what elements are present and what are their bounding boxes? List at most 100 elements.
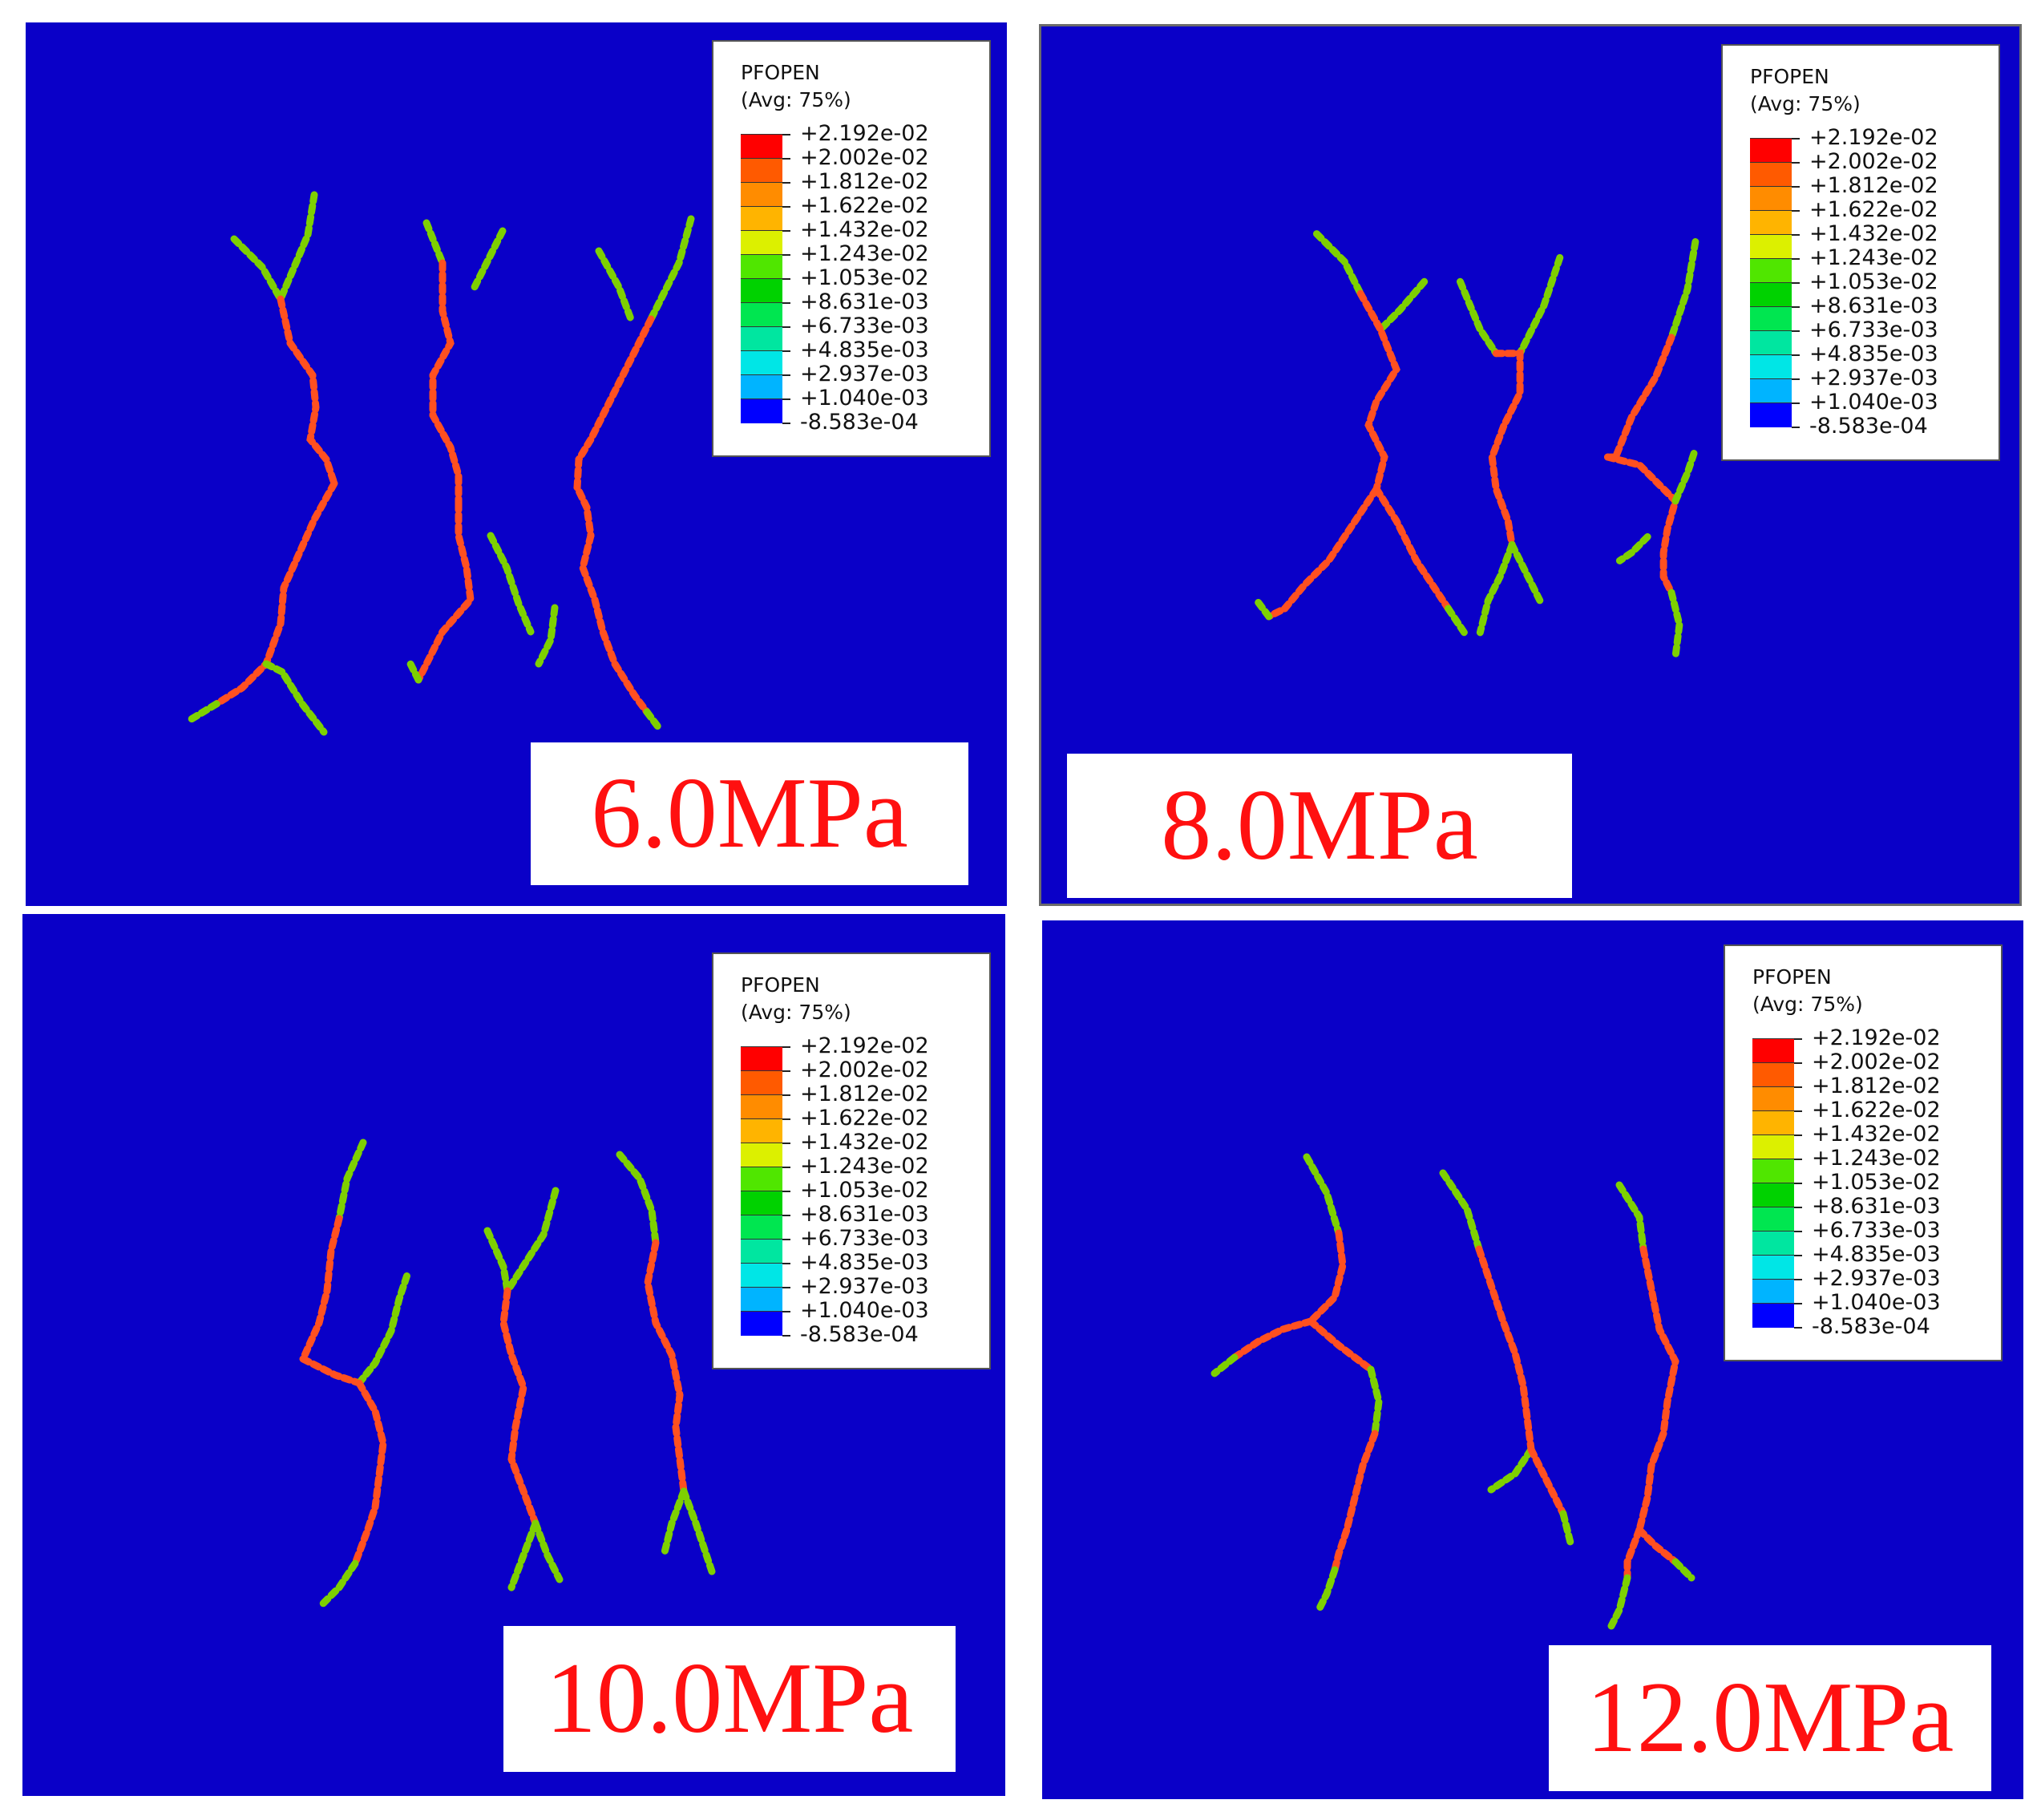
legend-tick: [782, 326, 790, 328]
legend-swatch: [741, 1239, 782, 1264]
legend-value: +6.733e-03: [1809, 317, 1938, 342]
legend-entry: +6.733e-03: [1742, 317, 1979, 355]
legend-value: +2.192e-02: [1812, 1025, 1941, 1050]
legend-value: +2.002e-02: [800, 1058, 929, 1082]
color-legend: PFOPEN (Avg: 75%) +2.192e-02 +2.002e-02 +1…: [712, 952, 991, 1369]
legend-title: PFOPEN: [741, 973, 820, 997]
legend-swatch: [1752, 1183, 1794, 1207]
legend-entry: +1.040e-03: [733, 1298, 970, 1336]
legend-value: +1.812e-02: [800, 169, 929, 194]
legend-entry: +8.631e-03: [733, 1203, 970, 1240]
legend-value: +1.243e-02: [1812, 1146, 1941, 1171]
legend-subtitle: (Avg: 75%): [1750, 92, 1861, 115]
legend-entry: +1.053e-02: [733, 265, 970, 303]
legend-entry: +4.835e-03: [733, 338, 970, 375]
legend-value: +1.432e-02: [1809, 221, 1938, 246]
legend-value: +6.733e-03: [800, 1226, 929, 1251]
legend-swatch: [1750, 186, 1792, 211]
legend-entry: +2.192e-02: [1744, 1025, 1982, 1063]
legend-value: -8.583e-04: [800, 410, 919, 435]
legend-swatch: [741, 1215, 782, 1240]
legend-tick: [1792, 138, 1800, 140]
legend-title: PFOPEN: [741, 61, 820, 84]
legend-entry: +1.040e-03: [1742, 390, 1979, 427]
legend-entry: -8.583e-04: [733, 411, 970, 435]
legend-swatch: [741, 374, 782, 399]
legend-swatch: [741, 230, 782, 255]
legend-entry: +2.937e-03: [1742, 366, 1979, 403]
legend-value: +4.835e-03: [1809, 342, 1938, 366]
legend-swatch: [1752, 1231, 1794, 1256]
legend-tick: [782, 254, 790, 256]
legend-tick: [1794, 1183, 1802, 1184]
legend-swatch: [741, 1143, 782, 1167]
legend-scale: +2.192e-02 +2.002e-02 +1.812e-02 +1.622e-02…: [733, 122, 970, 435]
legend-value: +4.835e-03: [1812, 1242, 1941, 1267]
legend-swatch: [1752, 1279, 1794, 1304]
legend-scale: +2.192e-02 +2.002e-02 +1.812e-02 +1.622e-02…: [733, 1034, 970, 1347]
legend-entry: +2.937e-03: [1744, 1267, 1982, 1304]
legend-swatch: [741, 1118, 782, 1143]
legend-value: +1.053e-02: [1812, 1170, 1941, 1195]
legend-tick: [782, 1263, 790, 1264]
legend-swatch: [741, 1167, 782, 1191]
legend-entry: +1.812e-02: [1742, 173, 1979, 211]
legend-entry: +2.002e-02: [733, 1058, 970, 1095]
legend-swatch: [1750, 234, 1792, 259]
legend-tick: [1794, 1062, 1802, 1064]
legend-tick: [782, 1118, 790, 1120]
legend-entry: +2.937e-03: [733, 362, 970, 399]
legend-entry: +6.733e-03: [1744, 1218, 1982, 1256]
legend-value: +6.733e-03: [1812, 1218, 1941, 1243]
legend-tick: [1792, 282, 1800, 284]
legend-entry: +1.812e-02: [733, 169, 970, 207]
legend-title: PFOPEN: [1752, 965, 1832, 989]
legend-value: +1.432e-02: [800, 1130, 929, 1155]
legend-value: +4.835e-03: [800, 338, 929, 362]
legend-tick: [1794, 1134, 1802, 1136]
legend-swatch: [1750, 402, 1792, 427]
legend-value: +1.243e-02: [800, 1154, 929, 1179]
legend-swatch: [741, 326, 782, 351]
legend-value: +4.835e-03: [800, 1250, 929, 1275]
legend-entry: +1.243e-02: [1742, 246, 1979, 283]
legend-swatch: [1752, 1134, 1794, 1159]
color-legend: PFOPEN (Avg: 75%) +2.192e-02 +2.002e-02 +1…: [1721, 44, 2000, 461]
legend-tick: [1794, 1303, 1802, 1304]
legend-value: +1.622e-02: [1812, 1098, 1941, 1122]
legend-entry: +1.432e-02: [1742, 221, 1979, 259]
legend-entry: +1.053e-02: [1744, 1170, 1982, 1207]
legend-tick: [1794, 1110, 1802, 1112]
legend-scale: +2.192e-02 +2.002e-02 +1.812e-02 +1.622e-02…: [1742, 126, 1979, 439]
legend-entry: +2.002e-02: [733, 146, 970, 183]
legend-swatch: [741, 302, 782, 327]
legend-value: +8.631e-03: [800, 289, 929, 314]
fracture-paths: [299, 1139, 716, 1608]
legend-tick: [782, 230, 790, 232]
legend-tick: [1792, 162, 1800, 164]
legend-swatch: [741, 134, 782, 159]
legend-tick: [782, 182, 790, 184]
legend-value: +1.053e-02: [800, 265, 929, 290]
color-legend: PFOPEN (Avg: 75%) +2.192e-02 +2.002e-02 +1…: [712, 40, 991, 457]
fracture-paths: [1253, 230, 1699, 661]
legend-entry: +8.631e-03: [733, 289, 970, 327]
legend-entry: +4.835e-03: [733, 1250, 970, 1288]
pressure-label: 8.0MPa: [1067, 754, 1572, 898]
legend-entry: +8.631e-03: [1742, 294, 1979, 331]
legend-value: +2.192e-02: [1809, 125, 1938, 150]
legend-swatch: [1752, 1086, 1794, 1111]
legend-entry: +2.002e-02: [1742, 150, 1979, 187]
legend-tick: [782, 1167, 790, 1168]
legend-value: +1.040e-03: [800, 1298, 929, 1323]
legend-entry: +1.243e-02: [733, 1154, 970, 1191]
legend-tick: [782, 374, 790, 376]
legend-tick: [1792, 186, 1800, 188]
legend-value: +1.622e-02: [1809, 197, 1938, 222]
legend-value: +1.812e-02: [1809, 173, 1938, 198]
legend-tick: [782, 1287, 790, 1288]
pressure-label: 6.0MPa: [531, 742, 968, 885]
legend-value: +1.053e-02: [1809, 269, 1938, 294]
legend-entry: +2.192e-02: [733, 1034, 970, 1071]
legend-tick: [782, 1191, 790, 1192]
